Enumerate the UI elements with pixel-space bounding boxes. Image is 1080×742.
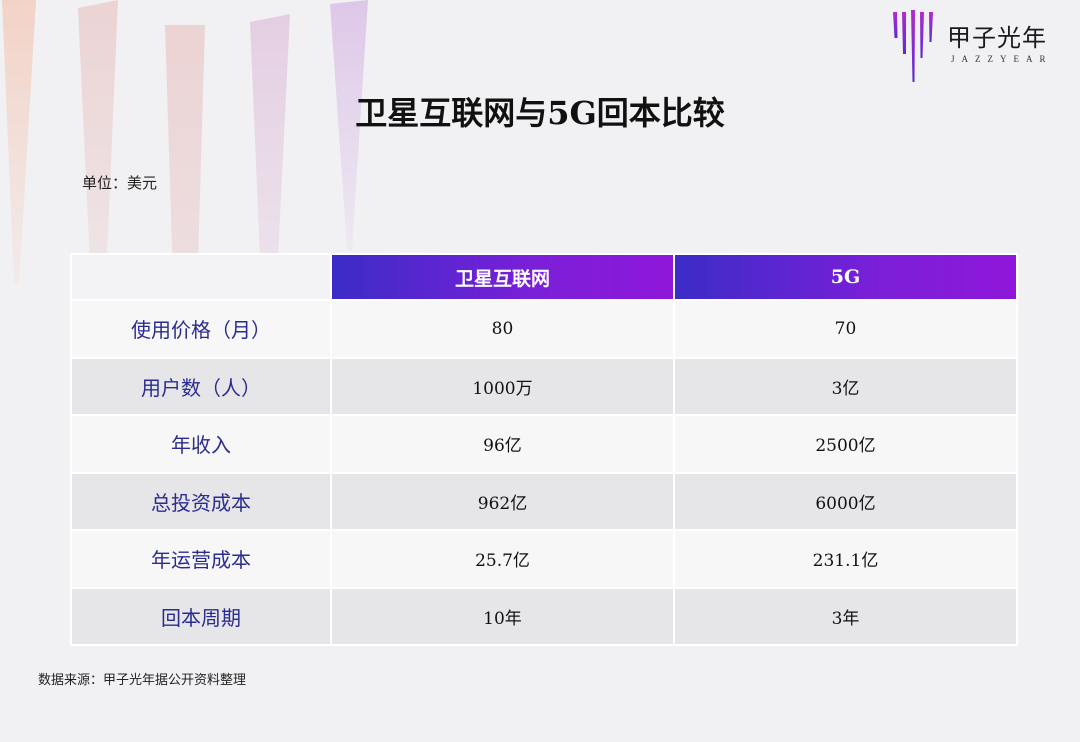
row-label: 用户数（人）	[70, 356, 332, 416]
cell-satellite: 962亿	[330, 471, 675, 531]
cell-satellite: 10年	[330, 586, 675, 646]
cell-satellite: 80	[330, 299, 675, 359]
cell-5g: 3亿	[673, 356, 1018, 416]
logo-name-en: JAZZYEAR	[951, 54, 1053, 64]
table-row: 用户数（人） 1000万 3亿	[70, 356, 1018, 416]
row-label: 使用价格（月）	[70, 299, 332, 359]
logo-name-cn: 甲子光年	[947, 24, 1047, 52]
row-label: 年运营成本	[70, 529, 332, 589]
row-label: 总投资成本	[70, 471, 332, 531]
page-title: 卫星互联网与5G回本比较	[355, 94, 725, 132]
header-5g: 5G	[673, 253, 1018, 301]
table-row: 年收入 96亿 2500亿	[70, 414, 1018, 474]
row-label: 年收入	[70, 414, 332, 474]
cell-5g: 6000亿	[673, 471, 1018, 531]
cell-satellite: 1000万	[330, 356, 675, 416]
cell-satellite: 96亿	[330, 414, 675, 474]
cell-5g: 231.1亿	[673, 529, 1018, 589]
cell-satellite: 25.7亿	[330, 529, 675, 589]
table-row: 回本周期 10年 3年	[70, 586, 1018, 646]
cell-5g: 70	[673, 299, 1018, 359]
logo-bars-icon	[893, 10, 933, 82]
table-header-row: 卫星互联网 5G	[70, 253, 1018, 301]
cell-5g: 3年	[673, 586, 1018, 646]
source-note: 数据来源：甲子光年据公开资料整理	[38, 673, 247, 688]
header-corner-cell	[70, 253, 332, 301]
table-row: 年运营成本 25.7亿 231.1亿	[70, 529, 1018, 589]
header-satellite: 卫星互联网	[330, 253, 675, 301]
comparison-table: 卫星互联网 5G 使用价格（月） 80 70 用户数（人） 1000万 3亿 年…	[70, 253, 1018, 646]
brand-logo: 甲子光年 JAZZYEAR	[891, 8, 1066, 84]
table-row: 总投资成本 962亿 6000亿	[70, 471, 1018, 531]
unit-label: 单位：美元	[82, 174, 158, 192]
table-row: 使用价格（月） 80 70	[70, 299, 1018, 359]
cell-5g: 2500亿	[673, 414, 1018, 474]
row-label: 回本周期	[70, 586, 332, 646]
